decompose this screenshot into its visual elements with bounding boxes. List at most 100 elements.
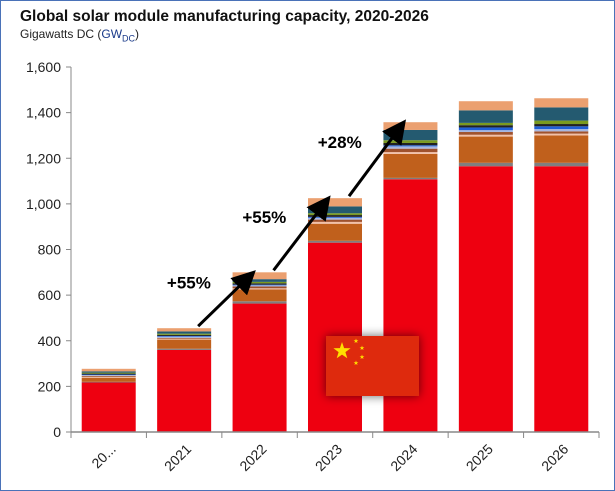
bar-segment [157,328,212,332]
y-tick-label: 1,400 [26,105,61,121]
bar-segment [232,288,287,290]
y-tick-label: 1,000 [26,196,61,212]
growth-arrow [347,119,407,198]
unit-main: GW [101,27,123,41]
growth-arrow [197,270,256,328]
y-tick-label: 1,200 [26,150,61,166]
bar-segment [157,337,212,339]
x-tick-label: 2024 [387,441,420,474]
bar-segment [458,166,513,432]
bar-segment [534,133,589,136]
bar-segment [308,215,362,217]
bar-segment [232,283,287,285]
bar-segment [157,338,212,340]
bar-segment [383,152,438,154]
bar-segment [383,140,438,143]
bar-segment [534,131,589,134]
bar-segment [458,162,513,167]
bar-segment [81,375,136,377]
bar-segment [81,377,136,382]
x-tick-label: 2025 [463,441,496,474]
bar-segment [232,303,287,432]
bar-segment [534,162,589,167]
x-tick-label: 2022 [236,441,269,474]
bar-segment [81,372,136,374]
bar-segment [308,240,362,243]
bar-segment [232,285,287,287]
bar-segment [308,221,362,224]
bar-segment [534,120,589,125]
bar-segment [308,216,362,218]
bar-segment [81,374,136,376]
y-tick-label: 0 [53,424,61,440]
bar-segment [308,206,362,214]
bar-segment [232,286,287,289]
bar-segment [383,153,438,178]
bar-segment [157,349,212,432]
bar-segment [534,124,589,127]
chart-title: Global solar module manufacturing capaci… [20,8,429,25]
x-tick-label: 2026 [538,441,571,474]
bar-segment [383,122,438,130]
bar-segment [157,339,212,349]
x-tick-label: 2023 [312,441,345,474]
bar-segment [458,130,513,133]
bar-segment [157,335,212,337]
bar-segment [232,301,287,304]
bar-segment [81,371,136,373]
y-tick-label: 400 [38,333,62,349]
bar-segment [383,145,438,147]
bar-segment [458,134,513,137]
bar-segment [458,122,513,126]
bar-segment [157,334,212,336]
bar-segment [157,333,212,335]
subtitle-text: Gigawatts DC [20,27,95,41]
bar-segment [232,279,287,282]
bar-segment [383,146,438,149]
bar-segment [308,213,362,216]
bar-segment [308,217,362,220]
y-tick-label: 1,600 [26,59,61,75]
growth-arrow [272,195,331,272]
x-tick-label: 2021 [161,441,194,474]
bar-segment [81,374,136,376]
growth-label: +55% [167,273,211,292]
bar-segment [383,129,438,141]
bar-segment [308,219,362,222]
x-tick-label: 20... [88,441,119,472]
bar-segment [534,107,589,121]
bar-segment [383,177,438,180]
bar-segment [534,126,589,130]
bar-segment [308,223,362,241]
bar-segment [232,284,287,286]
y-tick-label: 200 [38,378,62,394]
bar-segment [81,376,136,378]
bar-segment [157,331,212,334]
bar-segment [81,368,136,372]
bar-segment [157,348,212,350]
bar-segment [458,101,513,111]
bar-segment [232,272,287,280]
bar-segment [534,129,589,132]
bar-segment [383,142,438,146]
y-tick-label: 800 [38,242,62,258]
bar-segment [232,281,287,284]
unit-sub: DC [122,33,136,44]
bar-segment [458,125,513,128]
bar-segment [534,98,589,108]
bar-segment [232,289,287,302]
bar-segment [157,336,212,338]
bar-segment [458,132,513,135]
china-flag-icon [326,336,419,396]
bar-segment [458,136,513,163]
bar-segment [81,382,136,432]
bar-segment [534,166,589,432]
bar-segment [81,381,136,383]
growth-label: +28% [318,133,362,152]
growth-label: +55% [242,208,286,227]
bar-segment [458,110,513,123]
chart-subtitle: Gigawatts DC (GWDC) [20,27,140,44]
y-tick-label: 600 [38,287,62,303]
